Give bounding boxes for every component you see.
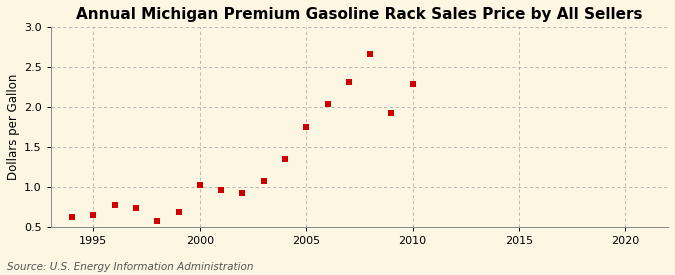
Point: [194, 183, 205, 187]
Point: [259, 179, 269, 184]
Point: [279, 157, 290, 161]
Y-axis label: Dollars per Gallon: Dollars per Gallon: [7, 74, 20, 180]
Point: [67, 214, 78, 219]
Point: [88, 213, 99, 217]
Text: Source: U.S. Energy Information Administration: Source: U.S. Energy Information Administ…: [7, 262, 253, 272]
Point: [344, 80, 354, 85]
Point: [216, 188, 227, 192]
Point: [407, 82, 418, 86]
Point: [109, 203, 120, 208]
Point: [173, 210, 184, 214]
Point: [237, 191, 248, 196]
Title: Annual Michigan Premium Gasoline Rack Sales Price by All Sellers: Annual Michigan Premium Gasoline Rack Sa…: [76, 7, 643, 22]
Point: [301, 125, 312, 129]
Point: [152, 218, 163, 223]
Point: [364, 52, 375, 57]
Point: [386, 111, 397, 115]
Point: [322, 102, 333, 106]
Point: [131, 206, 142, 210]
